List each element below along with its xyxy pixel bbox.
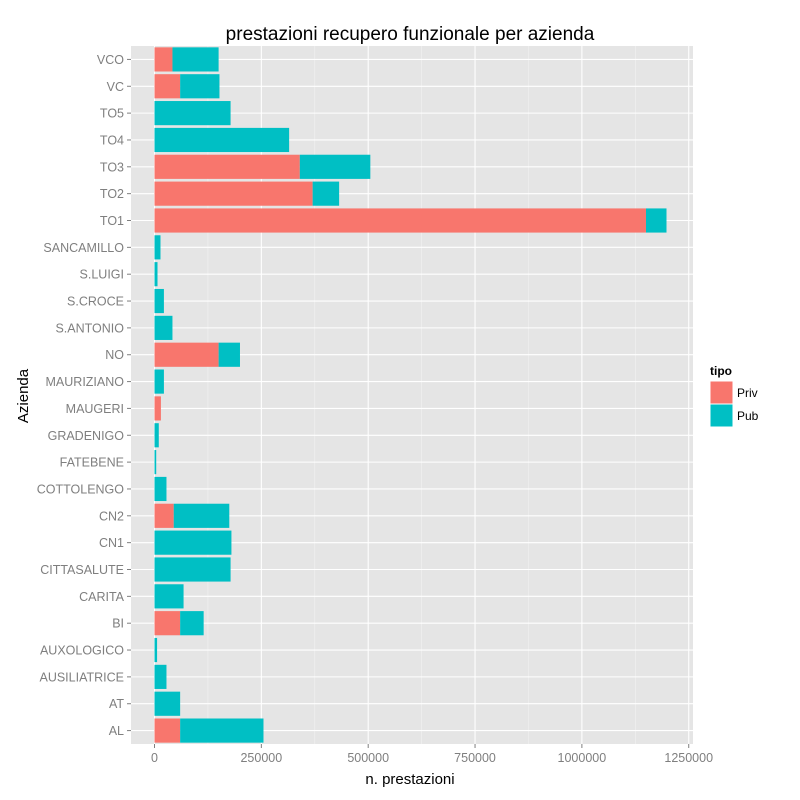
y-tick-label-vco: VCO — [97, 53, 124, 67]
y-tick-label-fatebene: FATEBENE — [60, 456, 124, 470]
x-axis-title: n. prestazioni — [365, 771, 454, 788]
y-tick-label-vc: VC — [107, 80, 124, 94]
bar-s-croce-pub — [154, 288, 164, 314]
bar-vc-pub — [180, 74, 220, 99]
bar-bi-pub — [180, 611, 204, 636]
bar-to3-priv — [154, 154, 300, 179]
y-tick-label-mauriziano: MAURIZIANO — [46, 375, 125, 389]
bar-to3-pub — [299, 154, 371, 179]
y-tick-label-s-croce: S.CROCE — [67, 295, 124, 309]
y-tick-label-to3: TO3 — [100, 160, 124, 174]
bar-cittasalute-pub — [154, 557, 231, 582]
x-tick-label: 1250000 — [664, 751, 713, 765]
bar-to1-pub — [645, 208, 667, 233]
legend-label-pub: Pub — [737, 409, 759, 423]
bars — [154, 47, 667, 743]
grid-lines — [131, 46, 693, 744]
bar-no-priv — [154, 342, 219, 367]
y-tick-label-cottolengo: COTTOLENGO — [37, 482, 125, 496]
y-tick-label-no: NO — [105, 348, 124, 362]
legend: tipo Priv Pub — [709, 364, 759, 428]
bar-carita-pub — [154, 584, 184, 609]
y-tick-label-carita: CARITA — [79, 590, 125, 604]
bar-al-pub — [180, 718, 264, 743]
bar-to1-priv — [154, 208, 646, 233]
bar-s-antonio-pub — [154, 315, 173, 340]
legend-label-priv: Priv — [737, 386, 758, 400]
y-tick-label-s-antonio: S.ANTONIO — [55, 321, 124, 335]
y-axis-ticks: AL AT AUSILIATRICE AUXOLOGICO BI CARITA CITTAS… — [37, 53, 131, 738]
legend-key-pub — [709, 403, 734, 428]
x-tick-label: 0 — [151, 751, 158, 765]
bar-cottolengo-pub — [154, 476, 167, 502]
y-tick-label-to2: TO2 — [100, 187, 124, 201]
bar-maugeri-priv — [154, 396, 161, 421]
bar-s-luigi-pub — [154, 262, 158, 287]
y-tick-label-to4: TO4 — [100, 133, 124, 147]
bar-vco-pub — [172, 47, 219, 72]
x-tick-label: 250000 — [240, 751, 282, 765]
bar-sancamillo-pub — [154, 235, 161, 260]
y-tick-label-cittasalute: CITTASALUTE — [40, 563, 124, 577]
bar-cn1-pub — [154, 530, 232, 555]
y-tick-label-cn1: CN1 — [99, 536, 124, 550]
y-tick-label-to5: TO5 — [100, 107, 124, 121]
y-tick-label-auxologico: AUXOLOGICO — [40, 644, 124, 658]
x-tick-label: 1000000 — [558, 751, 607, 765]
y-tick-label-cn2: CN2 — [99, 509, 124, 523]
bar-vc-priv — [154, 74, 181, 99]
y-tick-label-sancamillo: SANCAMILLO — [43, 241, 124, 255]
y-tick-label-bi: BI — [112, 617, 124, 631]
y-tick-label-to1: TO1 — [100, 214, 124, 228]
y-tick-label-maugeri: MAUGERI — [66, 402, 124, 416]
bar-fatebene-pub — [154, 450, 157, 475]
bar-no-pub — [218, 342, 240, 367]
legend-title: tipo — [710, 364, 732, 378]
bar-bi-priv — [154, 611, 181, 636]
bar-to2-priv — [154, 181, 313, 206]
y-axis-title: Azienda — [15, 368, 32, 423]
x-axis-ticks: 0 250000 500000 750000 1000000 1250000 — [151, 744, 713, 765]
y-tick-label-s-luigi: S.LUIGI — [80, 268, 124, 282]
bar-to5-pub — [154, 101, 231, 126]
y-tick-label-ausiliatrice: AUSILIATRICE — [39, 670, 124, 684]
bar-gradenigo-pub — [154, 423, 159, 448]
bar-mauriziano-pub — [154, 369, 164, 394]
bar-to4-pub — [154, 127, 290, 153]
bar-ausiliatrice-pub — [154, 664, 167, 689]
bar-cn2-priv — [154, 503, 174, 528]
bar-cn2-pub — [173, 503, 230, 528]
chart-title: prestazioni recupero funzionale per azie… — [226, 24, 595, 45]
x-tick-label: 750000 — [454, 751, 496, 765]
bar-al-priv — [154, 718, 181, 743]
y-tick-label-at: AT — [109, 697, 124, 711]
bar-at-pub — [154, 691, 181, 716]
x-tick-label: 500000 — [347, 751, 389, 765]
bar-auxologico-pub — [154, 637, 158, 663]
y-tick-label-gradenigo: GRADENIGO — [48, 429, 125, 443]
bar-to2-pub — [312, 181, 340, 206]
y-tick-label-al: AL — [109, 724, 124, 738]
bar-vco-priv — [154, 47, 173, 72]
legend-key-priv — [709, 380, 734, 405]
